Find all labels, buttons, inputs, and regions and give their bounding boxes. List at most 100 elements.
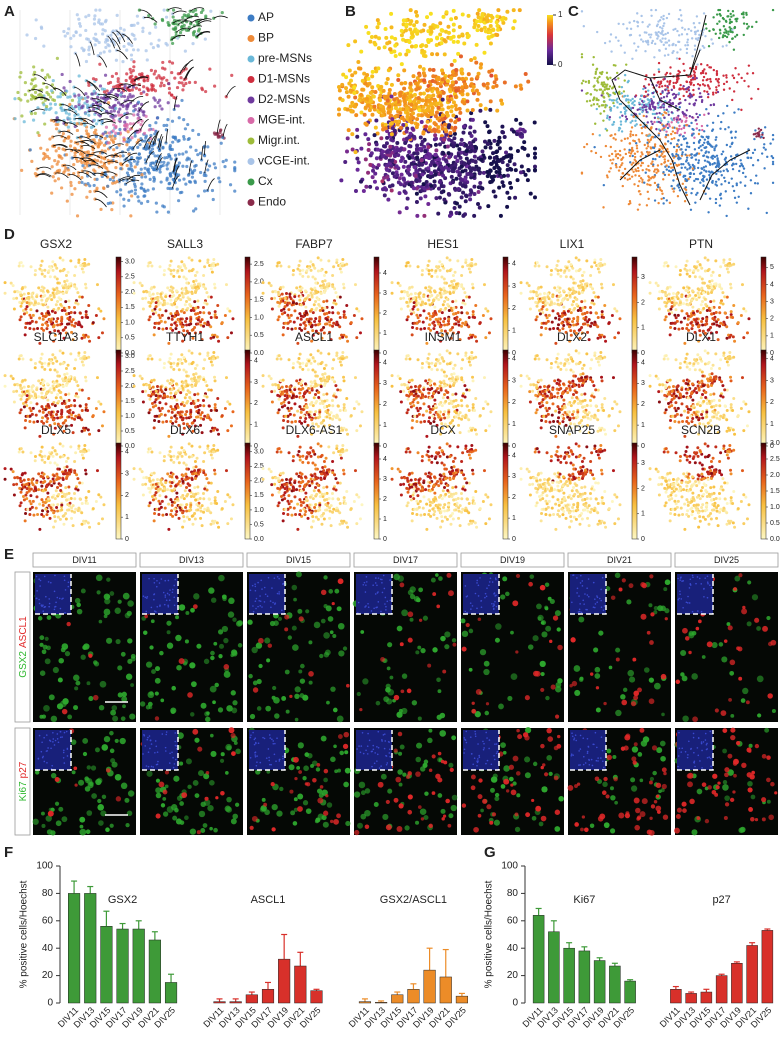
cell-point (346, 94, 351, 99)
cell-point (34, 18, 38, 22)
cell-point (464, 76, 469, 81)
cell-point (590, 150, 593, 153)
cell-point (426, 83, 431, 88)
cell-point (399, 125, 404, 130)
cell-point (68, 144, 73, 148)
cell-point (645, 110, 648, 114)
cell-point (636, 166, 640, 170)
cell-point (681, 182, 685, 186)
cell-point (469, 190, 474, 195)
cell-point (166, 101, 170, 105)
cell-point (399, 116, 404, 121)
cell-point (337, 112, 341, 117)
cell-point (148, 177, 152, 181)
cell-point (495, 14, 500, 19)
cell-point (685, 179, 688, 183)
cell-point (608, 170, 611, 173)
cell-point (412, 151, 417, 156)
cell-point (487, 155, 492, 160)
cell-point (389, 94, 394, 99)
cell-point (522, 140, 527, 145)
velocity-stream (55, 172, 69, 179)
cell-point (489, 161, 494, 166)
cell-point (685, 158, 689, 162)
cell-point (160, 313, 164, 317)
cell-point (144, 136, 148, 140)
cell-point (431, 93, 436, 98)
cell-point (457, 106, 462, 111)
cell-point (116, 77, 120, 81)
cell-point (734, 136, 737, 139)
cell-point (166, 8, 170, 12)
cell-point (179, 322, 183, 326)
cell-point (763, 143, 766, 146)
cell-point (644, 50, 647, 53)
velocity-stream (175, 27, 190, 33)
legend-swatch (247, 96, 255, 104)
cell-point (75, 128, 79, 133)
cell-point (112, 118, 116, 123)
cell-point (379, 84, 384, 89)
cell-point (662, 196, 665, 200)
cell-point (662, 124, 665, 127)
cell-point (126, 105, 130, 109)
cell-point (704, 34, 707, 38)
cell-point (740, 108, 743, 112)
cell-point (439, 184, 444, 189)
cell-point (111, 140, 116, 144)
cell-point (466, 159, 471, 164)
cell-point (440, 113, 445, 118)
cell-point (23, 92, 27, 97)
cell-point (517, 8, 522, 13)
cell-point (428, 11, 433, 16)
cell-point (434, 110, 439, 115)
cell-point (233, 189, 237, 193)
velocity-stream (82, 170, 96, 177)
cell-point (656, 116, 660, 119)
cell-point (48, 95, 53, 99)
cell-point (153, 105, 157, 109)
cell-point (92, 168, 96, 172)
cell-point (636, 108, 639, 112)
cell-point (16, 290, 20, 294)
cell-point (685, 141, 689, 145)
cell-point (136, 195, 140, 199)
cell-point (356, 59, 361, 64)
cell-point (737, 195, 740, 198)
cell-point (132, 109, 136, 113)
cell-point (154, 121, 158, 125)
cell-point (121, 154, 125, 158)
cell-point (723, 180, 727, 183)
cell-point (221, 160, 225, 164)
cell-point (33, 301, 37, 305)
cell-point (665, 41, 669, 44)
cell-point (660, 197, 663, 201)
cell-point (414, 87, 419, 92)
cell-point (715, 13, 719, 16)
cell-point (494, 20, 499, 25)
cell-point (100, 119, 104, 123)
velocity-stream (118, 178, 134, 183)
velocity-stream (88, 134, 104, 139)
cell-point (84, 15, 88, 19)
cell-point (177, 275, 181, 279)
velocity-stream (59, 130, 74, 135)
colorbar-tick-label: 0.5 (125, 335, 135, 342)
cell-point (401, 123, 406, 128)
cell-point (50, 191, 54, 195)
cell-point (129, 161, 133, 165)
cell-point (448, 210, 453, 215)
cell-point (688, 115, 692, 118)
cell-point (359, 146, 364, 151)
velocity-stream (88, 82, 100, 92)
velocity-stream (125, 179, 140, 185)
cell-point (444, 10, 449, 15)
cell-point (341, 72, 346, 77)
cell-point (50, 89, 54, 93)
cell-point (669, 170, 673, 173)
cell-point (3, 291, 7, 295)
cell-point (389, 11, 394, 16)
cell-point (469, 133, 474, 138)
cell-point (346, 43, 351, 48)
cell-point (687, 177, 690, 181)
